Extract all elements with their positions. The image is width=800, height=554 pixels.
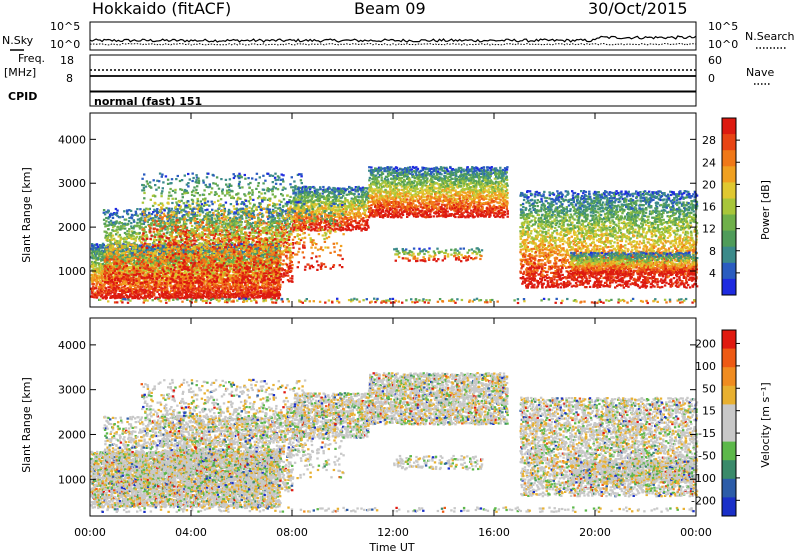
echo-cell <box>103 244 105 246</box>
echo-cell <box>151 286 153 288</box>
echo-cell <box>93 268 95 270</box>
echo-cell <box>121 286 123 288</box>
nsearch-line <box>90 44 696 46</box>
echo-cell <box>96 297 98 299</box>
nsky-panel-frame <box>90 22 696 50</box>
echo-cell <box>106 289 108 291</box>
echo-cell <box>93 283 95 285</box>
echo-cell <box>105 287 107 289</box>
echo-cell <box>102 246 104 248</box>
nsky-line <box>90 36 696 42</box>
echo-cell <box>112 296 114 298</box>
echo-cell <box>161 282 163 284</box>
echo-cell <box>98 249 100 251</box>
echo-cell <box>167 295 169 297</box>
echo-cell <box>153 293 155 295</box>
echo-cell <box>137 291 139 293</box>
echo-cell <box>101 294 103 296</box>
echo-cell <box>170 290 172 292</box>
echo-cell <box>185 271 187 273</box>
power-echo-cells <box>90 166 698 304</box>
echo-cell <box>138 278 140 280</box>
freq-panel-frame <box>90 55 696 91</box>
echo-cell <box>95 285 97 287</box>
echo-cell <box>102 270 104 272</box>
radar-figure: 1000200030004000481216202428100020003000… <box>0 0 800 554</box>
echo-cell <box>95 265 97 267</box>
echo-cell <box>100 277 102 279</box>
echo-cell <box>95 287 97 289</box>
echo-cell <box>106 297 108 299</box>
echo-cell <box>179 290 181 292</box>
echo-cell <box>96 244 98 246</box>
echo-cell <box>91 254 93 256</box>
echo-cell <box>93 250 95 252</box>
echo-cell <box>122 295 124 297</box>
echo-cell <box>135 287 137 289</box>
echo-cell <box>186 273 188 275</box>
echo-cell <box>158 293 160 295</box>
echo-cell <box>166 285 168 287</box>
echo-cell <box>116 285 118 287</box>
echo-cell <box>102 292 104 294</box>
echo-cell <box>166 288 168 290</box>
echo-cell <box>181 294 183 296</box>
